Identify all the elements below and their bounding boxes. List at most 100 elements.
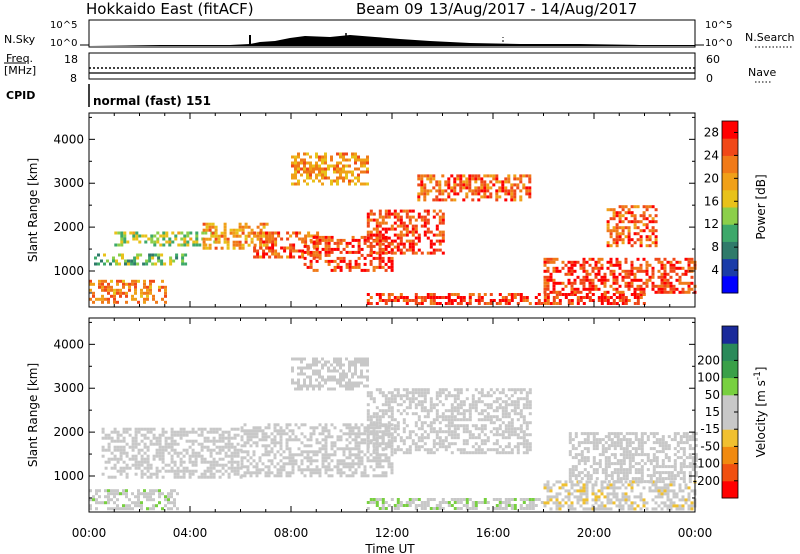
echo-cell <box>119 294 122 298</box>
echo-cell <box>134 454 138 458</box>
echo-cell <box>691 438 695 442</box>
echo-cell <box>330 250 334 254</box>
echo-cell <box>504 406 508 410</box>
echo-cell <box>211 234 215 238</box>
echo-cell <box>613 435 617 439</box>
echo-cell <box>654 229 658 233</box>
echo-cell <box>288 429 292 433</box>
echo-cell <box>271 237 275 241</box>
echo-cell <box>645 208 649 212</box>
echo-cell <box>390 418 394 422</box>
echo-cell <box>471 397 475 401</box>
echo-cell <box>600 504 604 508</box>
echo-cell <box>631 453 635 457</box>
echo-cell <box>576 501 580 505</box>
echo-cell <box>586 438 590 442</box>
echo-cell <box>315 238 319 242</box>
echo-cell <box>101 285 104 289</box>
echo-cell <box>324 441 328 445</box>
echo-cell <box>576 275 580 279</box>
echo-cell <box>363 238 367 242</box>
echo-cell <box>595 441 599 445</box>
echo-cell <box>678 260 682 264</box>
echo-cell <box>170 442 174 446</box>
echo-cell <box>405 299 409 302</box>
echo-cell <box>321 438 325 442</box>
echo-cell <box>209 427 213 431</box>
echo-cell <box>612 501 616 505</box>
echo-cell <box>468 299 472 302</box>
echo-cell <box>233 427 237 431</box>
echo-cell <box>168 237 172 241</box>
echo-cell <box>116 288 119 292</box>
echo-cell <box>120 234 124 238</box>
echo-cell <box>507 504 511 507</box>
echo-cell <box>459 406 463 410</box>
echo-cell <box>501 183 505 187</box>
echo-cell <box>574 456 578 460</box>
echo-cell <box>384 268 388 272</box>
echo-cell <box>345 250 349 254</box>
echo-cell <box>673 474 677 478</box>
echo-cell <box>375 439 379 443</box>
echo-cell <box>684 272 688 276</box>
colorbar-tick-label: 16 <box>704 194 719 208</box>
echo-cell <box>429 302 433 305</box>
echo-cell <box>384 427 388 431</box>
echo-cell <box>264 465 268 469</box>
echo-cell <box>137 504 140 508</box>
echo-cell <box>694 474 698 478</box>
echo-cell <box>498 427 502 431</box>
colorbar-segment <box>722 463 738 482</box>
echo-cell <box>324 158 327 162</box>
echo-cell <box>459 299 463 302</box>
echo-cell <box>309 381 312 385</box>
colorbar-segment <box>722 429 738 447</box>
echo-cell <box>603 296 607 299</box>
echo-cell <box>212 463 216 467</box>
echo-cell <box>137 448 141 452</box>
echo-cell <box>147 237 151 241</box>
echo-cell <box>597 498 601 502</box>
echo-cell <box>444 189 448 193</box>
echo-cell <box>615 260 619 264</box>
echo-cell <box>408 403 412 407</box>
echo-cell <box>288 456 292 460</box>
echo-cell <box>492 174 496 178</box>
echo-cell <box>312 357 315 361</box>
echo-cell <box>209 469 213 473</box>
echo-cell <box>268 231 272 235</box>
echo-cell <box>381 507 385 510</box>
echo-cell <box>125 495 128 499</box>
echo-cell <box>691 435 695 439</box>
echo-cell <box>537 498 541 501</box>
echo-cell <box>606 241 610 245</box>
echo-cell <box>570 281 574 285</box>
echo-cell <box>303 474 307 478</box>
echo-cell <box>122 445 126 449</box>
echo-cell <box>179 436 183 440</box>
echo-cell <box>435 189 439 193</box>
echo-cell <box>186 243 190 247</box>
echo-cell <box>646 468 650 472</box>
echo-cell <box>600 293 604 296</box>
echo-cell <box>378 453 382 457</box>
echo-cell <box>321 456 325 460</box>
echo-cell <box>483 293 487 296</box>
echo-cell <box>564 489 568 493</box>
echo-cell <box>321 167 324 171</box>
echo-cell <box>408 221 412 225</box>
echo-cell <box>483 403 487 407</box>
echo-cell <box>432 421 436 425</box>
echo-cell <box>226 240 230 244</box>
echo-cell <box>516 177 520 181</box>
echo-cell <box>297 381 300 385</box>
echo-cell <box>185 469 189 473</box>
echo-cell <box>279 432 283 436</box>
echo-cell <box>176 469 180 473</box>
echo-cell <box>301 255 305 259</box>
echo-cell <box>306 176 309 180</box>
echo-cell <box>357 456 361 460</box>
echo-cell <box>289 249 293 253</box>
echo-cell <box>162 243 166 247</box>
